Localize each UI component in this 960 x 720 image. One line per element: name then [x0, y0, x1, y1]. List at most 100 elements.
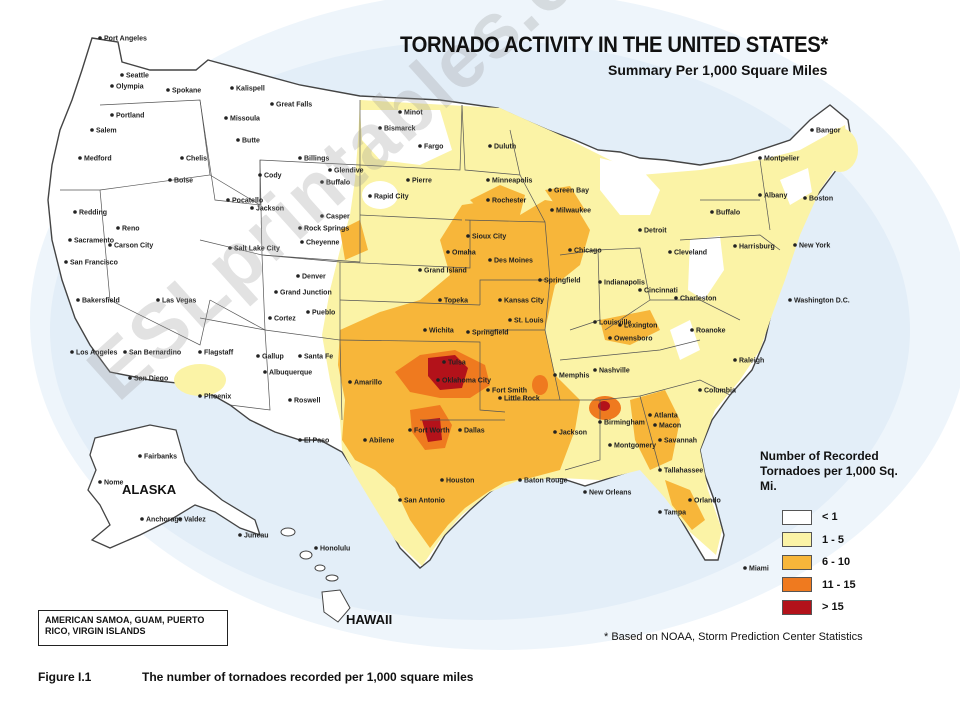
hawaii-label: HAWAII: [346, 612, 393, 627]
city-marker: [73, 210, 77, 214]
city-label: Casper: [326, 214, 350, 221]
city-marker: [688, 498, 692, 502]
city-marker: [166, 88, 170, 92]
city-label: Anchorage: [146, 517, 183, 524]
legend-title: Number of Recorded Tornadoes per 1,000 S…: [760, 449, 898, 493]
city-marker: [498, 396, 502, 400]
city-marker: [788, 298, 792, 302]
city-label: Omaha: [452, 250, 476, 257]
city-label: Macon: [659, 423, 681, 430]
city-label: Orlando: [694, 498, 721, 505]
city-marker: [638, 288, 642, 292]
city-label: St. Louis: [514, 318, 544, 325]
legend-swatch: [782, 577, 812, 593]
city-label: New York: [799, 243, 830, 250]
city-marker: [314, 546, 318, 550]
city-label: San Bernardino: [129, 350, 181, 357]
city-marker: [198, 394, 202, 398]
city-label: Detroit: [644, 228, 667, 235]
city-marker: [168, 178, 172, 182]
city-label: Topeka: [444, 298, 468, 305]
city-marker: [418, 268, 422, 272]
legend-label: 6 - 10: [822, 556, 851, 569]
city-label: Oklahoma City: [442, 378, 491, 385]
hawaii-islands: [280, 527, 351, 623]
city-marker: [226, 198, 230, 202]
legend-swatch: [782, 532, 812, 548]
city-label: Albuquerque: [269, 370, 312, 377]
city-label: Jackson: [256, 206, 284, 213]
city-label: Cleveland: [674, 250, 707, 257]
city-marker: [548, 188, 552, 192]
city-marker: [398, 498, 402, 502]
city-marker: [363, 438, 367, 442]
city-marker: [648, 413, 652, 417]
city-label: Nashville: [599, 368, 630, 375]
city-marker: [138, 454, 142, 458]
legend-swatch: [782, 554, 812, 570]
city-label: Grand Junction: [280, 290, 332, 297]
city-label: Buffalo: [716, 210, 740, 217]
city-label: Miami: [749, 566, 769, 573]
city-marker: [733, 358, 737, 362]
city-label: Nome: [104, 480, 124, 487]
city-marker: [98, 480, 102, 484]
city-marker: [90, 128, 94, 132]
city-label: Salt Lake City: [234, 246, 280, 253]
city-marker: [274, 290, 278, 294]
city-marker: [98, 36, 102, 40]
city-label: Baton Rouge: [524, 478, 568, 485]
legend-item: 1 - 5: [782, 529, 960, 552]
city-marker: [64, 260, 68, 264]
city-label: Memphis: [559, 373, 589, 380]
city-marker: [198, 350, 202, 354]
city-marker: [758, 193, 762, 197]
city-marker: [123, 350, 127, 354]
city-marker: [140, 517, 144, 521]
city-marker: [298, 438, 302, 442]
city-marker: [116, 226, 120, 230]
city-marker: [593, 368, 597, 372]
city-label: Louisville: [599, 320, 631, 327]
city-label: Boise: [174, 178, 193, 185]
city-label: Atlanta: [654, 413, 678, 420]
city-label: Pueblo: [312, 310, 335, 317]
city-label: Raleigh: [739, 358, 764, 365]
legend-item: > 15: [782, 596, 960, 619]
city-marker: [446, 250, 450, 254]
city-label: Savannah: [664, 438, 697, 445]
legend: Number of Recorded Tornadoes per 1,000 S…: [760, 449, 960, 619]
map-subtitle: Summary Per 1,000 Square Miles: [608, 62, 828, 78]
city-label: Grand Island: [424, 268, 467, 275]
figure-number: Figure I.1: [38, 670, 92, 684]
city-marker: [486, 388, 490, 392]
city-marker: [250, 206, 254, 210]
city-label: Little Rock: [504, 396, 540, 403]
city-marker: [436, 378, 440, 382]
city-marker: [568, 248, 572, 252]
city-label: Columbia: [704, 388, 736, 395]
city-label: Spokane: [172, 88, 201, 95]
city-label: Bakersfield: [82, 298, 120, 305]
city-label: Minneapolis: [492, 178, 533, 185]
city-marker: [76, 298, 80, 302]
city-marker: [224, 116, 228, 120]
city-label: Bismarck: [384, 126, 416, 133]
city-label: Portland: [116, 113, 144, 120]
city-marker: [298, 226, 302, 230]
city-marker: [408, 428, 412, 432]
figure-caption: The number of tornadoes recorded per 1,0…: [142, 670, 474, 684]
city-marker: [230, 86, 234, 90]
city-marker: [128, 376, 132, 380]
city-label: Rock Springs: [304, 226, 349, 233]
city-label: Port Angeles: [104, 36, 147, 43]
city-marker: [306, 310, 310, 314]
city-marker: [442, 360, 446, 364]
city-label: Amarillo: [354, 380, 382, 387]
city-marker: [698, 388, 702, 392]
source-note: * Based on NOAA, Storm Prediction Center…: [604, 631, 863, 643]
city-label: San Francisco: [70, 260, 118, 267]
city-marker: [298, 156, 302, 160]
legend-swatch: [782, 509, 812, 525]
city-label: Wichita: [429, 328, 454, 335]
